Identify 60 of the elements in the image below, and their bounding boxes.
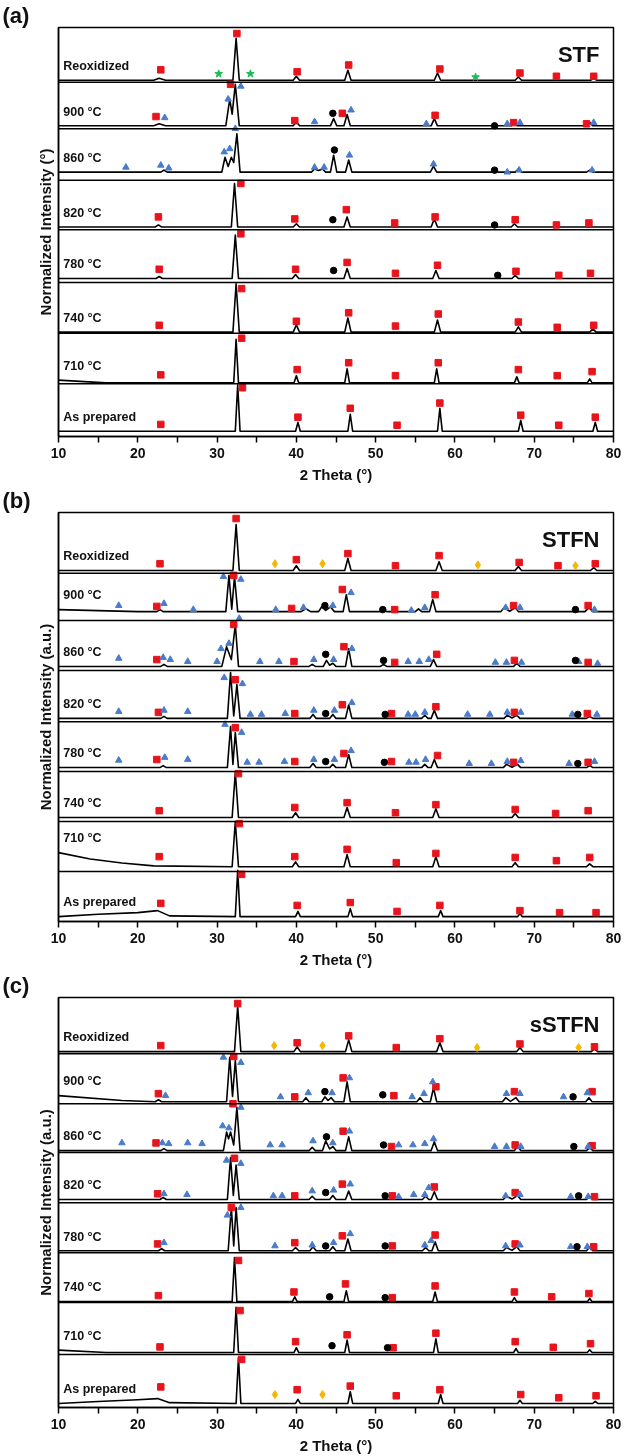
x-axis-title: 2 Theta (°): [299, 1436, 373, 1454]
x-axis-title: 2 Theta (°): [299, 465, 373, 483]
series-label: As prepared: [63, 410, 137, 425]
series-label: 780 °C: [63, 746, 102, 761]
x-tick-label: 30: [209, 444, 226, 461]
x-tick-label: 60: [447, 1415, 463, 1432]
series-label: 740 °C: [63, 1280, 102, 1295]
x-tick-label: 60: [447, 444, 463, 461]
y-axis-title: Normalized Intensity (a.u.): [36, 623, 54, 811]
chart-title: STFN: [542, 526, 600, 552]
chart-title: sSTFN: [529, 1011, 600, 1037]
series-label: 710 °C: [63, 1328, 102, 1343]
x-tick-label: 60: [447, 929, 463, 946]
series-label: Reoxidized: [63, 549, 130, 564]
text: (c): [2, 972, 30, 998]
x-tick-label: 50: [367, 1415, 384, 1432]
x-tick-label: 80: [605, 444, 622, 461]
series-label: 710 °C: [63, 358, 102, 373]
x-tick-label: 30: [209, 1415, 226, 1432]
x-tick-label: 50: [367, 929, 384, 946]
x-tick-label: 30: [209, 929, 226, 946]
x-axis-title: 2 Theta (°): [299, 950, 373, 968]
series-label: As prepared: [63, 1382, 137, 1397]
series-label: 900 °C: [63, 588, 102, 603]
y-axis-title: Normalized Intensity (a.u.): [36, 1109, 54, 1296]
series-label: Reoxidized: [63, 59, 130, 74]
x-tick-label: 10: [50, 444, 67, 461]
series-label: Reoxidized: [63, 1030, 130, 1045]
series-label: 900 °C: [63, 1074, 102, 1089]
x-tick-label: 40: [288, 929, 305, 946]
text: (a): [2, 2, 30, 28]
x-tick-label: 80: [605, 1415, 622, 1432]
x-tick-label: 10: [50, 1415, 67, 1432]
x-tick-label: 40: [288, 1415, 305, 1432]
series-label: 900 °C: [63, 104, 102, 119]
x-tick-label: 70: [526, 444, 543, 461]
series-label: 740 °C: [63, 796, 102, 811]
series-label: 780 °C: [63, 257, 102, 272]
series-label: As prepared: [63, 895, 137, 910]
series-label: 860 °C: [63, 150, 102, 165]
x-tick-label: 80: [605, 929, 622, 946]
x-tick-label: 70: [526, 1415, 543, 1432]
x-tick-label: 20: [130, 444, 146, 461]
series-label: 820 °C: [63, 697, 102, 712]
series-label: 860 °C: [63, 645, 102, 660]
x-tick-label: 50: [367, 444, 384, 461]
x-tick-label: 20: [130, 929, 146, 946]
series-label: 820 °C: [63, 1178, 102, 1193]
series-label: 860 °C: [63, 1129, 102, 1144]
x-tick-label: 40: [288, 444, 305, 461]
series-label: 710 °C: [63, 831, 102, 846]
series-label: 780 °C: [63, 1229, 102, 1244]
y-axis-title: Normalized Intensity (°): [36, 148, 54, 316]
x-tick-label: 10: [50, 929, 67, 946]
chart-title: STF: [557, 41, 600, 67]
text: (b): [2, 487, 31, 513]
series-label: 820 °C: [63, 205, 102, 220]
x-tick-label: 70: [526, 929, 543, 946]
x-tick-label: 20: [130, 1415, 146, 1432]
series-label: 740 °C: [63, 310, 102, 325]
